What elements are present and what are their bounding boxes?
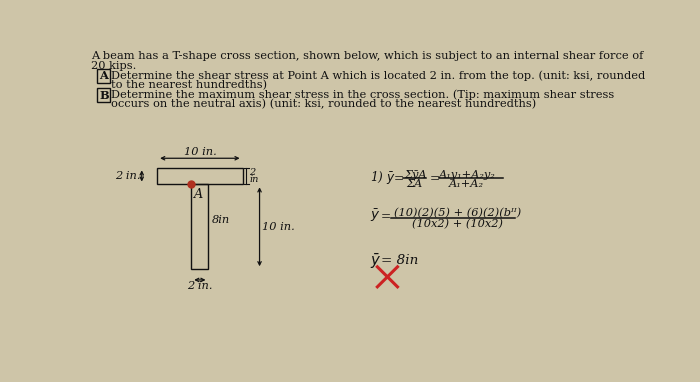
Text: to the nearest hundredths): to the nearest hundredths): [111, 80, 267, 90]
Text: 1) $\bar{y}$: 1) $\bar{y}$: [370, 169, 396, 186]
Text: A₁+A₂: A₁+A₂: [449, 179, 484, 189]
Text: A beam has a T-shape cross section, shown below, which is subject to an internal: A beam has a T-shape cross section, show…: [90, 51, 643, 61]
Bar: [191, 185, 209, 269]
Text: ΣȳA: ΣȳA: [405, 170, 427, 180]
Text: 8in: 8in: [211, 215, 230, 225]
Text: occurs on the neutral axis) (unit: ksi, rounded to the nearest hundredths): occurs on the neutral axis) (unit: ksi, …: [111, 99, 536, 109]
Text: 2 in.: 2 in.: [187, 282, 213, 291]
Text: A: A: [195, 188, 204, 201]
Text: 20 kips.: 20 kips.: [90, 61, 136, 71]
Text: Determine the shear stress at Point A which is located 2 in. from the top. (unit: Determine the shear stress at Point A wh…: [111, 71, 645, 81]
Text: B: B: [99, 90, 108, 101]
Text: 10 in.: 10 in.: [262, 222, 295, 232]
Text: $\bar{y}$: $\bar{y}$: [370, 252, 382, 271]
Text: $\bar{y}$: $\bar{y}$: [370, 207, 381, 224]
Text: 2: 2: [249, 168, 256, 177]
Text: 10 in.: 10 in.: [183, 147, 216, 157]
Text: =: =: [429, 172, 440, 185]
Text: =: =: [381, 210, 391, 223]
Text: (10x2) + (10x2): (10x2) + (10x2): [412, 219, 503, 230]
Text: A₁y₁+A₂y₂: A₁y₁+A₂y₂: [440, 170, 496, 180]
Text: 2 in.: 2 in.: [115, 171, 140, 181]
Text: Determine the maximum shear stress in the cross section. (Tip: maximum shear str: Determine the maximum shear stress in th…: [111, 90, 614, 100]
Text: in: in: [249, 175, 259, 184]
Text: = 8in: = 8in: [382, 254, 419, 267]
Text: A: A: [99, 71, 108, 81]
Text: (10)(2)(5) + (6)(2)(bᴵᴵ): (10)(2)(5) + (6)(2)(bᴵᴵ): [394, 208, 522, 219]
Text: ΣA: ΣA: [407, 179, 423, 189]
Bar: [158, 167, 242, 185]
Text: =: =: [393, 172, 404, 185]
